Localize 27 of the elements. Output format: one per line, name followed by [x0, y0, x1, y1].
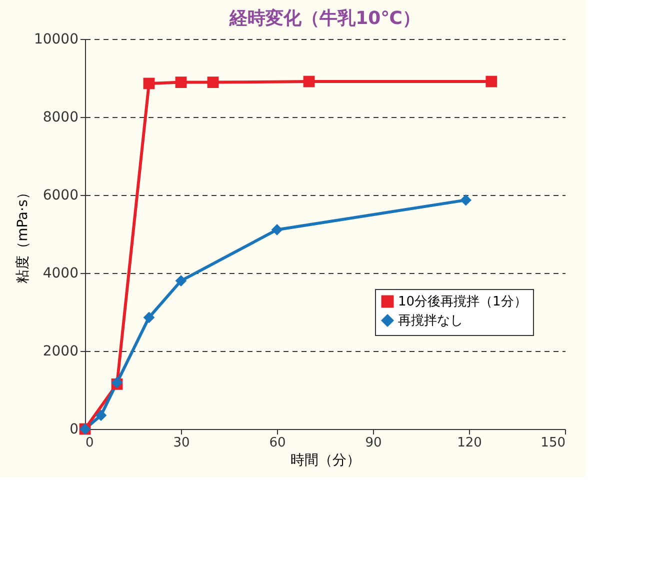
point: [143, 78, 155, 90]
legend-label: 10分後再撹拌（1分）: [398, 294, 527, 310]
point: [175, 76, 187, 88]
x-tick-label: 60: [269, 436, 286, 450]
x-tick-label: 150: [540, 436, 566, 450]
x-axis-title: 時間（分）: [290, 452, 360, 468]
y-tick-label: 0: [70, 422, 78, 438]
x-tick-label: 120: [457, 436, 482, 450]
y-tick-label: 2000: [42, 344, 78, 360]
point: [175, 275, 187, 286]
x-tick-label: 90: [365, 436, 382, 450]
chart-title: 経時変化（牛乳10℃）: [228, 8, 420, 29]
y-tick-label: 8000: [42, 110, 78, 126]
y-tick-label: 6000: [42, 188, 78, 204]
x-tick-label: 30: [173, 436, 190, 450]
point: [486, 76, 498, 88]
point: [303, 76, 315, 88]
y-tick-label: 10000: [34, 32, 78, 48]
point: [460, 194, 472, 206]
y-axis-title: 粘度（mPa·s）: [14, 186, 31, 284]
x-tick-label: 0: [86, 436, 94, 450]
point: [207, 76, 219, 88]
point: [271, 224, 283, 236]
point: [143, 312, 155, 324]
point: [95, 410, 107, 422]
y-tick-label: 4000: [42, 266, 78, 282]
legend-label: 再撹拌なし: [398, 314, 463, 328]
